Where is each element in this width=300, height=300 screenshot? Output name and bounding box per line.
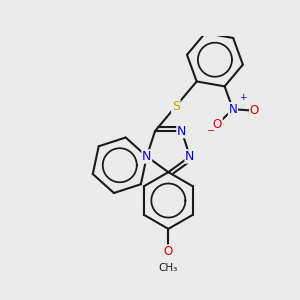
Text: N: N (229, 103, 237, 116)
Text: +: + (238, 93, 246, 102)
Text: O: O (250, 104, 259, 117)
Text: O: O (213, 118, 222, 131)
Text: N: N (142, 150, 152, 163)
Text: S: S (172, 100, 180, 113)
Text: N: N (177, 124, 186, 138)
Text: O: O (164, 245, 173, 258)
Text: CH₃: CH₃ (159, 263, 178, 273)
Text: N: N (185, 150, 195, 163)
Text: −: − (207, 126, 215, 136)
